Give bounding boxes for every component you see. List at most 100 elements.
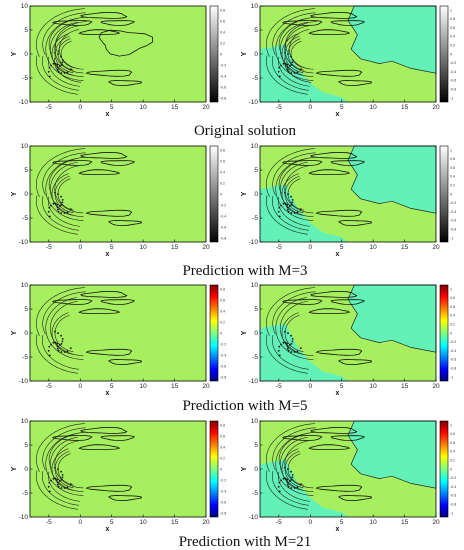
vortex-speckle <box>288 343 291 346</box>
vortex-speckle <box>278 66 281 69</box>
x-tick-label: 5 <box>110 519 114 526</box>
x-tick-label: 20 <box>432 383 440 390</box>
contour-line <box>57 38 74 71</box>
contour-line <box>54 450 74 488</box>
y-tick-label: 5 <box>254 167 258 174</box>
colorbar-tick-label: -0.8 <box>220 511 226 515</box>
contour-line <box>42 12 86 56</box>
streak-contour <box>100 435 136 441</box>
vortex-speckle <box>290 212 293 214</box>
colorbar <box>209 145 219 243</box>
vortex-speckle <box>291 199 294 201</box>
x-axis-label: x <box>335 111 339 118</box>
vortex-speckle <box>282 62 285 65</box>
contour-line <box>48 471 80 502</box>
vortex-speckle <box>61 338 64 340</box>
teal-region-lower <box>260 459 348 517</box>
colorbar-tick-label: -0.6 <box>450 358 456 362</box>
vortex-speckle <box>57 468 59 471</box>
vortex-speckle <box>66 350 69 353</box>
y-tick-label: -10 <box>249 239 259 246</box>
colorbar-tick-label: 0.4 <box>450 314 455 318</box>
vortex-speckle <box>69 208 72 211</box>
vortex-speckle <box>47 485 50 488</box>
colorbar-tick-label: 0.2 <box>220 456 225 460</box>
y-tick-label: 0 <box>254 466 258 473</box>
streak-contour <box>108 495 143 501</box>
contour-line <box>284 35 304 73</box>
y-tick-label: -10 <box>19 378 29 385</box>
vortex-speckle <box>54 191 56 194</box>
contour-line <box>45 158 84 221</box>
x-tick-label: 0 <box>308 519 312 526</box>
vortex-speckle <box>47 70 50 73</box>
vortex-speckle <box>60 478 63 481</box>
streak-contour <box>315 348 363 356</box>
x-tick-label: 15 <box>171 104 179 111</box>
colorbar-tick-label: -0.4 <box>450 210 456 214</box>
vortex-speckle <box>293 212 296 214</box>
vortex-speckle <box>287 468 289 471</box>
vortex-speckle <box>48 481 51 484</box>
colorbar-tick-label: -0.8 <box>220 96 226 100</box>
vortex-speckle <box>63 351 66 353</box>
y-tick-label: 0 <box>254 51 258 58</box>
vortex-speckle <box>47 210 50 213</box>
vortex-speckle <box>58 204 61 207</box>
y-tick-label: -5 <box>252 490 258 497</box>
x-tick-label: 0 <box>78 244 82 251</box>
contour-line <box>287 38 304 71</box>
vortex-speckle <box>48 66 51 69</box>
streak-contour <box>78 444 121 450</box>
streak-contour <box>310 151 358 159</box>
x-axis-label: x <box>105 526 109 533</box>
colorbar-tick-label: 0.6 <box>220 159 225 163</box>
contour-line <box>51 312 73 355</box>
contour-line <box>290 40 305 68</box>
vortex-speckle <box>286 345 289 348</box>
vortex-speckle <box>277 210 280 213</box>
vortex-speckle <box>60 334 62 337</box>
vortex-speckle <box>48 345 51 348</box>
x-tick-label: 5 <box>110 244 114 251</box>
colorbar-tick-label: 0.8 <box>220 148 225 152</box>
panels-layer: -5 0 5 10 15 201050-5-10xY0.80.60.40.20-0.2-0… <box>11 3 456 533</box>
vortex-speckle <box>57 485 60 488</box>
contour-line <box>49 300 84 356</box>
colorbar-tick-label: -0.8 <box>450 88 456 92</box>
contour-line <box>272 427 316 471</box>
vortex-speckle <box>57 349 60 352</box>
teal-region-lower <box>260 323 348 381</box>
colorbar <box>209 5 219 103</box>
x-tick-label: -5 <box>276 104 282 111</box>
contour-line <box>51 33 73 76</box>
vortex-speckle <box>63 487 66 489</box>
streak-contour <box>85 348 133 356</box>
streak-contour <box>338 359 373 365</box>
vortex-speckle <box>60 72 63 74</box>
colorbar-tick-label: 0.6 <box>450 26 455 30</box>
contour-line <box>41 335 79 370</box>
x-tick-label: 15 <box>171 519 179 526</box>
colorbar-tick-label: 0.2 <box>220 181 225 185</box>
streak-contour <box>80 11 128 19</box>
vortex-speckle <box>296 71 299 74</box>
vortex-speckle <box>60 195 62 198</box>
vortex-speckle <box>286 342 289 345</box>
contour-line <box>41 56 79 91</box>
vortex-speckle <box>278 215 281 218</box>
contour-line <box>284 165 314 214</box>
teal-region-lower <box>260 184 348 242</box>
x-tick-label: 5 <box>340 104 344 111</box>
plot-left: -5 0 5 10 15 20 10 5 0 -5 -10 x Y 0.8 0.6 0.4 0.2 0 -0.2 -0… <box>11 3 226 118</box>
streak-contour <box>308 308 351 314</box>
x-tick-label: 0 <box>78 104 82 111</box>
vortex-speckle <box>299 347 302 349</box>
contour-line <box>271 196 309 231</box>
vortex-speckle <box>290 470 292 473</box>
vortex-speckle <box>284 330 286 333</box>
contour-line <box>266 55 308 95</box>
streak-contour <box>100 160 136 166</box>
y-tick-label: 10 <box>251 3 259 10</box>
vortex-speckle <box>280 479 282 482</box>
